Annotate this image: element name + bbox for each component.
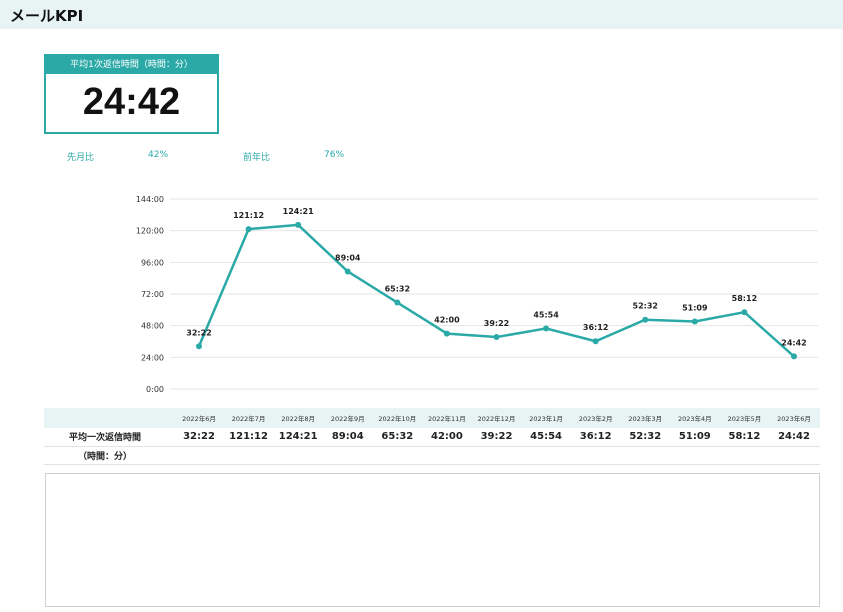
value-cell: 51:09 — [678, 431, 711, 442]
y-tick-label: 0:00 — [146, 385, 164, 394]
data-label: 36:12 — [583, 323, 608, 332]
value-cell: 89:04 — [331, 431, 364, 442]
data-label: 58:12 — [732, 294, 757, 303]
y-tick-label: 24:00 — [141, 353, 164, 362]
month-header-cell: 2022年11月 — [427, 415, 466, 423]
empty-panel — [45, 473, 820, 607]
data-point — [791, 353, 797, 360]
data-label: 121:12 — [233, 211, 264, 220]
data-point — [493, 334, 500, 341]
value-cell: 124:21 — [278, 431, 318, 442]
kpi-card-value: 24:42 — [82, 81, 181, 123]
kpi-card-header: 平均1次返信時間（時間：分） — [46, 56, 217, 74]
data-point — [691, 318, 698, 325]
month-header-cell: 2022年7月 — [231, 415, 266, 423]
value-cell: 58:12 — [728, 431, 761, 442]
month-header-cell: 2022年12月 — [477, 415, 516, 423]
value-cell: 36:12 — [579, 431, 612, 442]
data-label: 39:22 — [484, 319, 509, 328]
value-cell: 42:00 — [430, 431, 463, 442]
value-cell: 39:22 — [480, 431, 513, 442]
value-cell: 45:54 — [530, 431, 562, 442]
data-label: 45:54 — [533, 310, 559, 319]
data-point — [543, 325, 550, 332]
data-point — [592, 338, 599, 345]
data-point — [443, 330, 450, 337]
data-point — [344, 268, 351, 275]
data-label: 24:42 — [781, 338, 806, 347]
data-point — [295, 221, 302, 228]
month-header-cell: 2023年4月 — [677, 415, 712, 423]
month-header-cell: 2022年8月 — [281, 415, 315, 423]
y-tick-label: 144:00 — [136, 195, 164, 204]
month-header-cell: 2022年9月 — [330, 415, 365, 423]
kpi-card: 平均1次返信時間（時間：分） 24:42 — [44, 54, 219, 134]
month-header-cell: 2023年2月 — [578, 415, 613, 423]
y-tick-label: 120:00 — [136, 227, 164, 236]
month-header-cell: 2023年1月 — [529, 415, 563, 423]
data-point — [245, 226, 252, 233]
value-cell: 121:12 — [229, 431, 268, 442]
year-over-year-label: 前年比 — [243, 153, 271, 163]
data-point — [394, 299, 401, 306]
data-label: 42:00 — [434, 316, 460, 325]
data-label: 32:22 — [186, 328, 211, 337]
row-label-unit: （時間：分） — [77, 452, 132, 462]
month-header-cell: 2023年3月 — [628, 415, 663, 423]
year-over-year-value: 76% — [324, 150, 345, 160]
month-over-month-value: 42% — [148, 150, 169, 160]
value-cell: 24:42 — [778, 431, 810, 442]
value-cell: 32:22 — [183, 431, 215, 442]
month-header-cell: 2023年6月 — [777, 415, 811, 423]
page-title: メールKPI — [10, 7, 84, 25]
data-point — [642, 316, 649, 323]
data-label: 65:32 — [385, 285, 410, 294]
data-label: 52:32 — [633, 302, 658, 311]
data-label: 51:09 — [682, 304, 708, 313]
month-header-cell: 2022年10月 — [378, 415, 417, 423]
y-tick-label: 48:00 — [141, 322, 164, 331]
table-divider — [44, 464, 820, 465]
value-row: 平均一次返信時間 32:22 121:12 124:21 89:04 65:32 42:0… — [44, 429, 820, 447]
month-over-month-label: 先月比 — [67, 153, 95, 163]
y-tick-label: 96:00 — [141, 258, 164, 267]
data-label: 124:21 — [283, 207, 314, 216]
row-label: 平均一次返信時間 — [68, 433, 141, 443]
month-header-cell: 2023年5月 — [727, 415, 762, 423]
month-header-row: 2022年6月 2022年7月 2022年8月 2022年9月 2022年10月 2022… — [44, 408, 820, 428]
data-label: 89:04 — [335, 253, 361, 262]
y-tick-label: 72:00 — [141, 290, 164, 299]
data-point — [196, 343, 202, 350]
month-header-cell: 2022年6月 — [182, 415, 216, 423]
line-chart: 0:00 24:00 48:00 72:00 96:00 120:00 144:00 32:2… — [136, 195, 818, 394]
value-cell: 65:32 — [381, 431, 414, 442]
title-bar: メールKPI — [0, 0, 843, 29]
value-cell: 52:32 — [629, 431, 662, 442]
data-point — [741, 309, 748, 316]
